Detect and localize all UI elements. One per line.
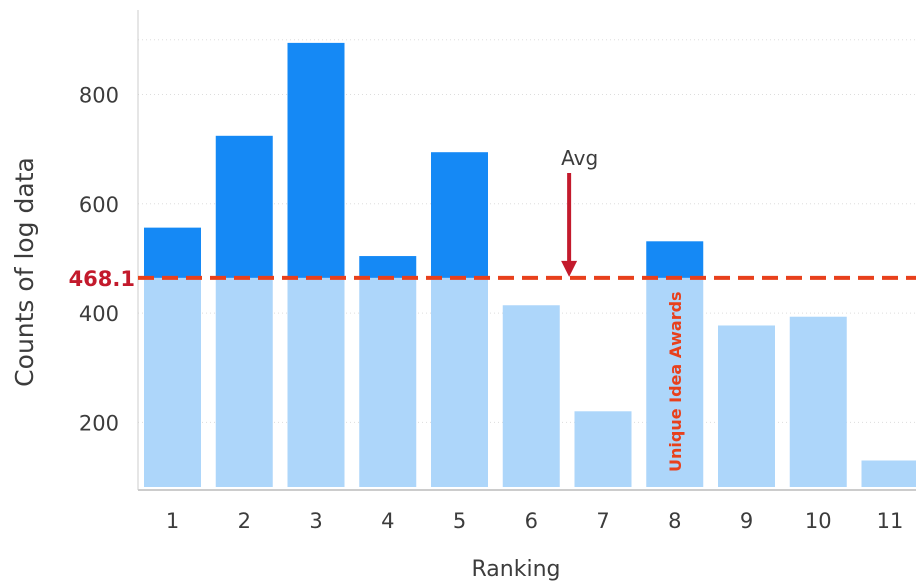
y-tick-label: 200	[79, 411, 119, 435]
y-tick-label: 600	[79, 193, 119, 217]
average-arrow-icon	[561, 260, 578, 277]
bar-segment-below-avg	[861, 460, 916, 487]
y-tick-labels: 200 400 600 800	[79, 83, 119, 435]
x-tick-label: 7	[596, 509, 609, 533]
x-tick-label: 4	[381, 509, 394, 533]
bar-segment-above-avg	[287, 42, 345, 278]
bar-segment-below-avg	[215, 277, 273, 487]
bar-segment-below-avg	[646, 277, 704, 487]
average-marker: 468.1 Avg	[69, 146, 916, 291]
x-tick-label: 11	[877, 509, 904, 533]
y-axis-title: Counts of log data	[10, 157, 39, 387]
bar	[574, 411, 632, 487]
x-tick-labels: 1 2 3 4 5 6 7 8 9 10 11	[166, 509, 904, 533]
y-tick-label: 400	[79, 302, 119, 326]
bar	[431, 152, 488, 487]
bars	[144, 42, 916, 487]
bar	[287, 42, 345, 487]
bar	[861, 460, 916, 487]
bar-annotation: Unique Idea Awards	[666, 291, 685, 472]
x-tick-label: 9	[740, 509, 753, 533]
bar	[144, 227, 201, 487]
bar-segment-below-avg	[287, 277, 345, 487]
bar	[718, 325, 775, 487]
x-tick-label: 10	[805, 509, 832, 533]
x-axis-title: Ranking	[472, 557, 561, 582]
average-label: Avg	[561, 146, 598, 170]
bar-segment-above-avg	[646, 241, 704, 278]
average-value-label: 468.1	[69, 267, 135, 291]
bar-segment-below-avg	[359, 277, 417, 487]
x-tick-label: 6	[525, 509, 538, 533]
bar	[646, 241, 704, 487]
bar-segment-above-avg	[215, 135, 273, 278]
x-tick-label: 2	[238, 509, 251, 533]
x-tick-label: 8	[668, 509, 681, 533]
x-tick-label: 1	[166, 509, 179, 533]
bar-segment-below-avg	[144, 277, 201, 487]
bar-segment-below-avg	[789, 316, 847, 487]
bar-segment-below-avg	[574, 411, 632, 487]
bar-segment-below-avg	[502, 305, 560, 487]
bar-segment-above-avg	[144, 227, 201, 278]
bar	[789, 316, 847, 487]
bar-segment-above-avg	[359, 256, 417, 278]
x-tick-label: 3	[309, 509, 322, 533]
bar	[359, 256, 417, 487]
y-tick-label: 800	[79, 83, 119, 107]
bar	[502, 305, 560, 487]
bar-segment-below-avg	[718, 325, 775, 487]
bar-segment-above-avg	[431, 152, 488, 278]
bar-segment-below-avg	[431, 277, 488, 487]
bar	[215, 135, 273, 487]
x-tick-label: 5	[453, 509, 466, 533]
